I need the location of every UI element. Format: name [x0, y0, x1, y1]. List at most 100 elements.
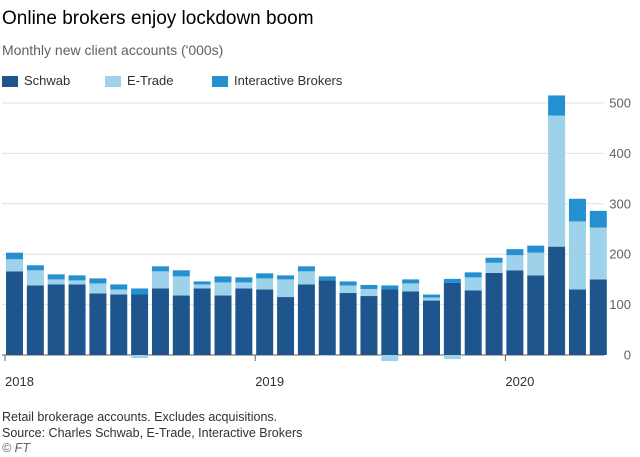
bar-schwab-2018-07: [131, 294, 149, 355]
bar-schwab-2020-01: [506, 270, 524, 355]
bar-e-trade-2019-04: [318, 355, 336, 357]
bar-e-trade-2019-11: [464, 277, 482, 291]
bar-e-trade-2019-08: [402, 283, 420, 292]
bar-schwab-2018-10: [193, 288, 211, 355]
x-tick-label-2018: 2018: [5, 374, 34, 389]
y-tick-label-0: 0: [624, 348, 631, 363]
bar-e-trade-2018-07: [131, 355, 149, 359]
bar-schwab-2018-09: [172, 295, 190, 355]
bar-schwab-2019-06: [360, 296, 378, 355]
bar-e-trade-2018-09: [172, 276, 190, 296]
bar-e-trade-2018-08: [151, 271, 169, 289]
bar-e-trade-2020-02: [527, 252, 545, 276]
legend-item-interactive-brokers: Interactive Brokers: [212, 73, 342, 89]
bar-interactive-brokers-2020-03: [548, 95, 566, 116]
ft-credit: © FT: [2, 441, 30, 455]
bar-interactive-brokers-2019-05: [339, 281, 357, 286]
bar-schwab-2018-05: [89, 293, 107, 355]
bar-schwab-2020-03: [548, 246, 566, 355]
bar-schwab-2019-09: [423, 300, 440, 355]
bar-interactive-brokers-2019-03: [297, 266, 315, 272]
bar-e-trade-2018-02: [26, 270, 44, 286]
bar-schwab-2018-11: [214, 295, 232, 355]
bar-e-trade-2019-09: [423, 297, 440, 301]
bar-schwab-2019-01: [256, 289, 274, 355]
source-note: Source: Charles Schwab, E-Trade, Interac…: [2, 426, 303, 440]
y-tick-label-500: 500: [609, 96, 631, 111]
bar-interactive-brokers-2018-02: [26, 265, 44, 271]
y-tick-label-400: 400: [609, 146, 631, 161]
bar-interactive-brokers-2019-08: [402, 279, 420, 284]
bar-e-trade-2018-03: [47, 279, 65, 285]
bar-interactive-brokers-2019-02: [277, 275, 295, 280]
legend-swatch-etrade: [105, 75, 121, 87]
chart-title: Online brokers enjoy lockdown boom: [2, 8, 314, 29]
bar-schwab-2018-04: [68, 284, 86, 355]
bar-interactive-brokers-2019-06: [360, 284, 378, 289]
bar-schwab-2019-12: [485, 272, 503, 355]
bar-interactive-brokers-2019-12: [485, 257, 503, 263]
bar-e-trade-2018-04: [68, 280, 86, 285]
bar-interactive-brokers-2018-06: [110, 284, 128, 290]
bar-e-trade-2018-10: [193, 284, 211, 289]
bar-interactive-brokers-2018-09: [172, 270, 190, 277]
y-tick-label-200: 200: [609, 247, 631, 262]
bar-schwab-2018-08: [151, 288, 169, 355]
bar-schwab-2020-05: [589, 279, 607, 355]
y-tick-label-300: 300: [609, 196, 631, 211]
bar-e-trade-2019-06: [360, 288, 378, 297]
bar-e-trade-2018-12: [235, 282, 253, 289]
bar-e-trade-2019-07: [381, 355, 399, 362]
bar-e-trade-2018-11: [214, 282, 232, 296]
bar-e-trade-2020-04: [568, 221, 586, 290]
bar-e-trade-2019-12: [485, 262, 503, 273]
bar-e-trade-2020-01: [506, 255, 524, 271]
bar-e-trade-2018-05: [89, 283, 107, 294]
bar-interactive-brokers-2019-09: [423, 294, 440, 298]
bar-schwab-2019-10: [443, 282, 461, 355]
legend-swatch-interactive-brokers: [212, 75, 228, 87]
bar-e-trade-2019-02: [277, 279, 295, 298]
y-tick-label-100: 100: [609, 297, 631, 312]
bar-schwab-2019-08: [402, 291, 420, 355]
bar-schwab-2018-02: [26, 285, 44, 355]
x-tick-label-2019: 2019: [255, 374, 284, 389]
bar-interactive-brokers-2018-08: [151, 266, 169, 272]
chart-subtitle: Monthly new client accounts ('000s): [2, 42, 224, 58]
bar-interactive-brokers-2018-05: [89, 278, 107, 284]
bar-e-trade-2019-10: [443, 355, 461, 360]
bar-e-trade-2019-03: [297, 271, 315, 285]
bar-interactive-brokers-2020-01: [506, 249, 524, 256]
bar-interactive-brokers-2019-11: [464, 272, 482, 278]
bar-e-trade-2019-01: [256, 278, 274, 290]
bar-schwab-2019-07: [381, 289, 399, 355]
bar-e-trade-2019-05: [339, 285, 357, 294]
bar-interactive-brokers-2019-07: [381, 285, 399, 290]
legend-item-schwab: Schwab: [2, 73, 70, 89]
bar-interactive-brokers-2019-01: [256, 273, 274, 279]
bar-schwab-2019-04: [318, 280, 336, 355]
legend-label-interactive-brokers: Interactive Brokers: [234, 73, 343, 88]
bar-interactive-brokers-2020-02: [527, 245, 545, 253]
footnote: Retail brokerage accounts. Excludes acqu…: [2, 410, 278, 424]
bar-e-trade-2018-01: [6, 259, 23, 272]
bar-schwab-2019-11: [464, 290, 482, 355]
bar-interactive-brokers-2018-04: [68, 275, 86, 281]
bar-schwab-2019-03: [297, 284, 315, 355]
bar-schwab-2019-05: [339, 293, 357, 355]
legend-label-etrade: E-Trade: [127, 73, 174, 88]
bar-e-trade-2018-06: [110, 289, 128, 295]
bar-interactive-brokers-2020-05: [589, 210, 607, 228]
bar-schwab-2018-01: [6, 271, 23, 355]
bar-interactive-brokers-2018-03: [47, 274, 65, 280]
bar-interactive-brokers-2018-07: [131, 288, 149, 295]
bar-interactive-brokers-2018-11: [214, 276, 232, 283]
bar-interactive-brokers-2019-04: [318, 276, 336, 281]
bar-interactive-brokers-2020-04: [568, 198, 586, 222]
bar-e-trade-2020-05: [589, 227, 607, 280]
bar-schwab-2020-02: [527, 275, 545, 355]
bar-interactive-brokers-2018-10: [193, 281, 211, 285]
x-tick-label-2020: 2020: [505, 374, 534, 389]
bar-schwab-2018-12: [235, 288, 253, 355]
